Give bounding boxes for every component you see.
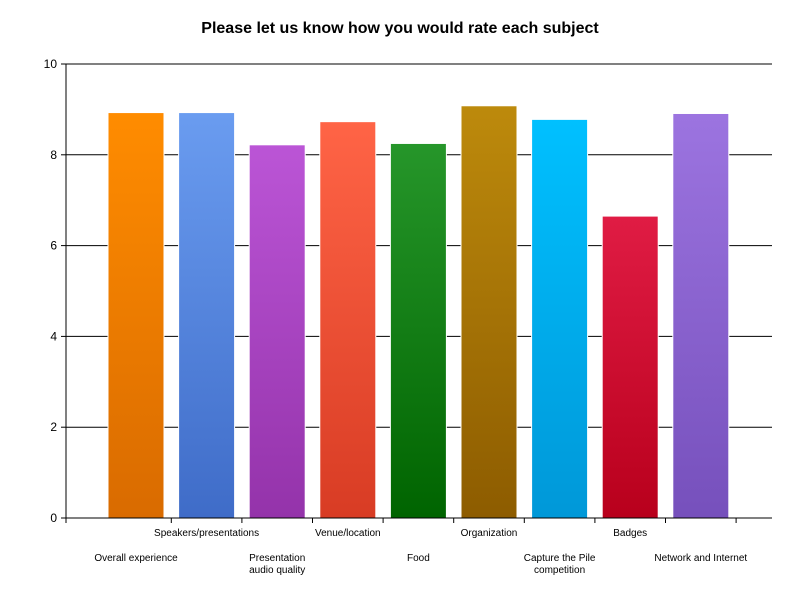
x-tick-label: Organization [461,528,518,539]
y-tick-label: 0 [50,511,57,525]
x-axis-labels: Overall experience Speakers/presentations… [65,518,747,576]
bar-network-and-internet [672,112,730,519]
y-tick-label: 6 [50,239,57,253]
bar-speakers-presentations [178,112,236,519]
x-tick-label: Food [407,553,430,564]
x-tick-label: Badges [613,528,647,539]
bar-capture-the-pile-competition [531,118,589,519]
y-tick-label: 10 [44,57,58,71]
y-axis-ticks: 0 2 4 6 8 10 [44,57,66,525]
bar-overall-experience [107,112,165,519]
bar-presentation-audio-quality [248,144,306,519]
chart-title: Please let us know how you would rate ea… [201,20,599,37]
bar-organization [460,105,518,519]
bars [107,105,730,519]
bar-food [389,142,447,519]
y-tick-label: 4 [50,329,57,343]
x-tick-label: Network and Internet [654,553,747,564]
x-tick-label: Overall experience [94,553,178,564]
x-tick-label: Venue/location [315,528,381,539]
x-tick-label: Capture the Pile competition [524,553,596,576]
x-tick-label: Speakers/presentations [154,528,259,539]
y-tick-label: 8 [50,148,57,162]
x-tick-label: Presentation audio quality [249,553,305,576]
bar-venue-location [319,121,377,519]
y-tick-label: 2 [50,420,57,434]
bar-badges [601,215,659,519]
